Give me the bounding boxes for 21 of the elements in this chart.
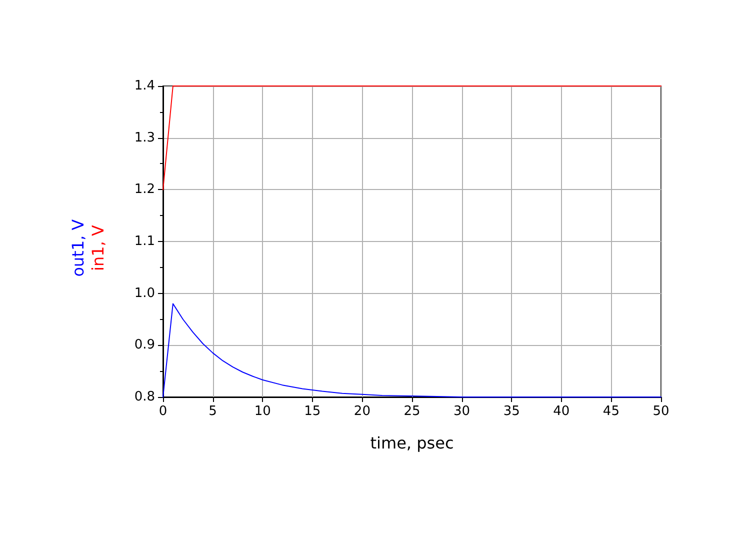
x-tick-label: 40 xyxy=(553,404,570,419)
y-tick-label: 1.3 xyxy=(134,130,155,146)
x-tick-label: 30 xyxy=(454,404,470,419)
x-tick-label: 25 xyxy=(404,404,420,419)
x-tick-label: 45 xyxy=(602,404,620,419)
x-tick-label: 20 xyxy=(354,404,370,419)
y-tick-label: 1.2 xyxy=(134,182,155,198)
y-tick-label: 1.0 xyxy=(134,286,155,301)
x-tick-label: 10 xyxy=(254,404,271,419)
x-tick-label: 50 xyxy=(652,404,670,419)
y-tick-label: 0.8 xyxy=(134,390,155,404)
x-axis-title: time, psec xyxy=(370,434,454,452)
y-tick-label: 0.9 xyxy=(134,338,155,353)
y-tick-label: 1.1 xyxy=(134,234,155,249)
x-tick-label: 35 xyxy=(503,404,520,419)
text: in1, V xyxy=(88,225,108,271)
x-tick-label: 15 xyxy=(304,404,321,419)
y-tick-label: 1.4 xyxy=(134,78,155,94)
text: out1, V xyxy=(68,219,88,277)
x-tick-label: 0 xyxy=(158,404,168,419)
x-tick-label: 5 xyxy=(208,404,217,419)
